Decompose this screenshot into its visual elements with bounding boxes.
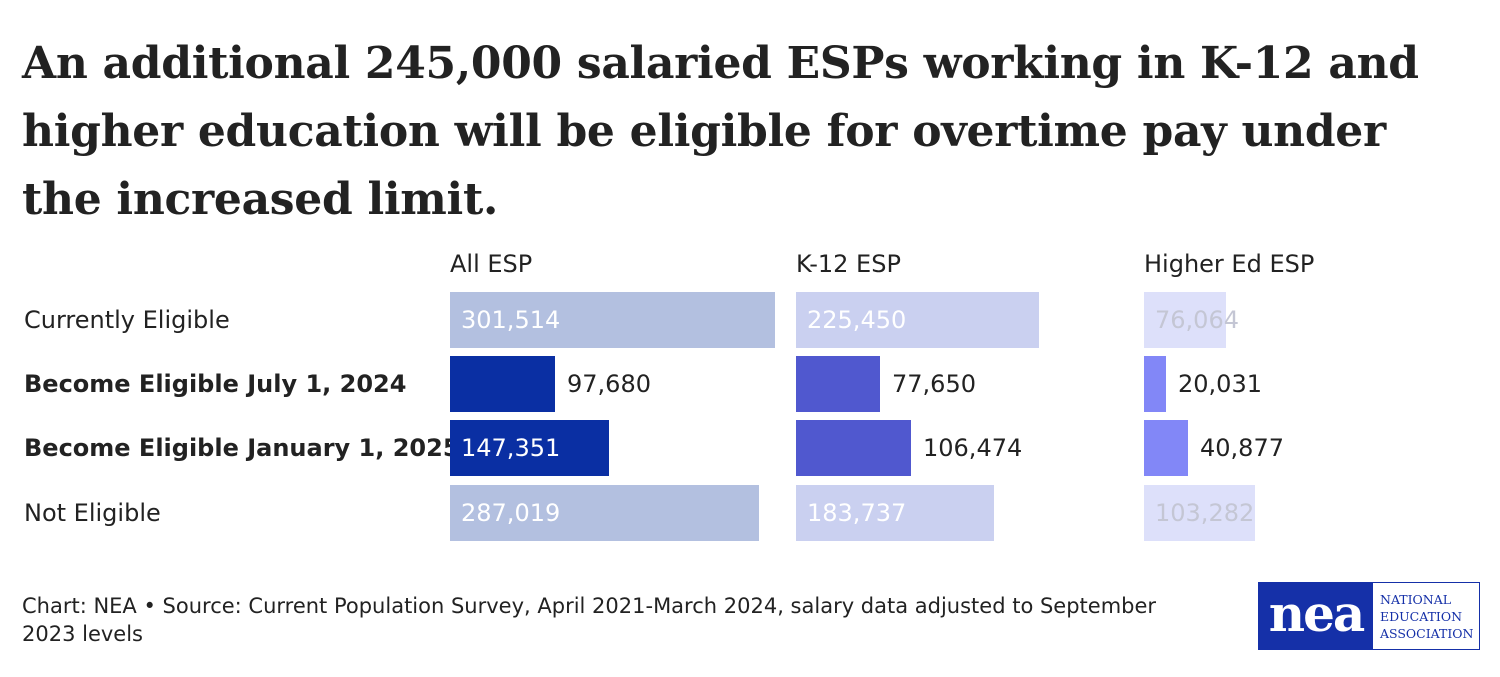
bar-1-3 — [796, 485, 994, 541]
column-header-2: Higher Ed ESP — [1144, 250, 1315, 278]
nea-logo: nea NATIONAL EDUCATION ASSOCIATION — [1258, 582, 1480, 650]
logo-line-2: EDUCATION — [1380, 608, 1463, 624]
bar-0-2 — [450, 420, 609, 476]
bar-2-1 — [1144, 356, 1166, 412]
value-label-1-1: 77,650 — [892, 370, 976, 398]
value-label-2-0: 76,064 — [1155, 306, 1239, 334]
logo-mark: nea — [1259, 583, 1373, 649]
bar-1-1 — [796, 356, 880, 412]
value-label-1-3: 183,737 — [807, 499, 907, 527]
bar-0-1 — [450, 356, 555, 412]
logo-line-1: NATIONAL — [1380, 591, 1452, 607]
value-label-0-1: 97,680 — [567, 370, 651, 398]
bar-2-2 — [1144, 420, 1188, 476]
value-label-1-0: 225,450 — [807, 306, 907, 334]
logo-wordmark: NATIONAL EDUCATION ASSOCIATION — [1373, 583, 1479, 649]
row-label-2: Become Eligible January 1, 2025 — [24, 434, 460, 462]
bar-2-0 — [1144, 292, 1226, 348]
value-label-2-1: 20,031 — [1178, 370, 1262, 398]
column-header-0: All ESP — [450, 250, 533, 278]
column-header-1: K-12 ESP — [796, 250, 901, 278]
bar-2-3 — [1144, 485, 1255, 541]
row-label-0: Currently Eligible — [24, 306, 230, 334]
bar-0-3 — [450, 485, 759, 541]
value-label-0-2: 147,351 — [461, 434, 561, 462]
row-label-1: Become Eligible July 1, 2024 — [24, 370, 407, 398]
chart-title: An additional 245,000 salaried ESPs work… — [22, 38, 1419, 225]
value-label-1-2: 106,474 — [923, 434, 1023, 462]
row-label-3: Not Eligible — [24, 499, 161, 527]
bar-0-0 — [450, 292, 775, 348]
value-label-0-3: 287,019 — [461, 499, 561, 527]
bar-1-0 — [796, 292, 1039, 348]
value-label-2-3: 103,282 — [1155, 499, 1255, 527]
value-label-0-0: 301,514 — [461, 306, 561, 334]
bar-1-2 — [796, 420, 911, 476]
chart-source-note: Chart: NEA • Source: Current Population … — [22, 594, 1157, 646]
logo-line-3: ASSOCIATION — [1380, 625, 1474, 641]
value-label-2-2: 40,877 — [1200, 434, 1284, 462]
